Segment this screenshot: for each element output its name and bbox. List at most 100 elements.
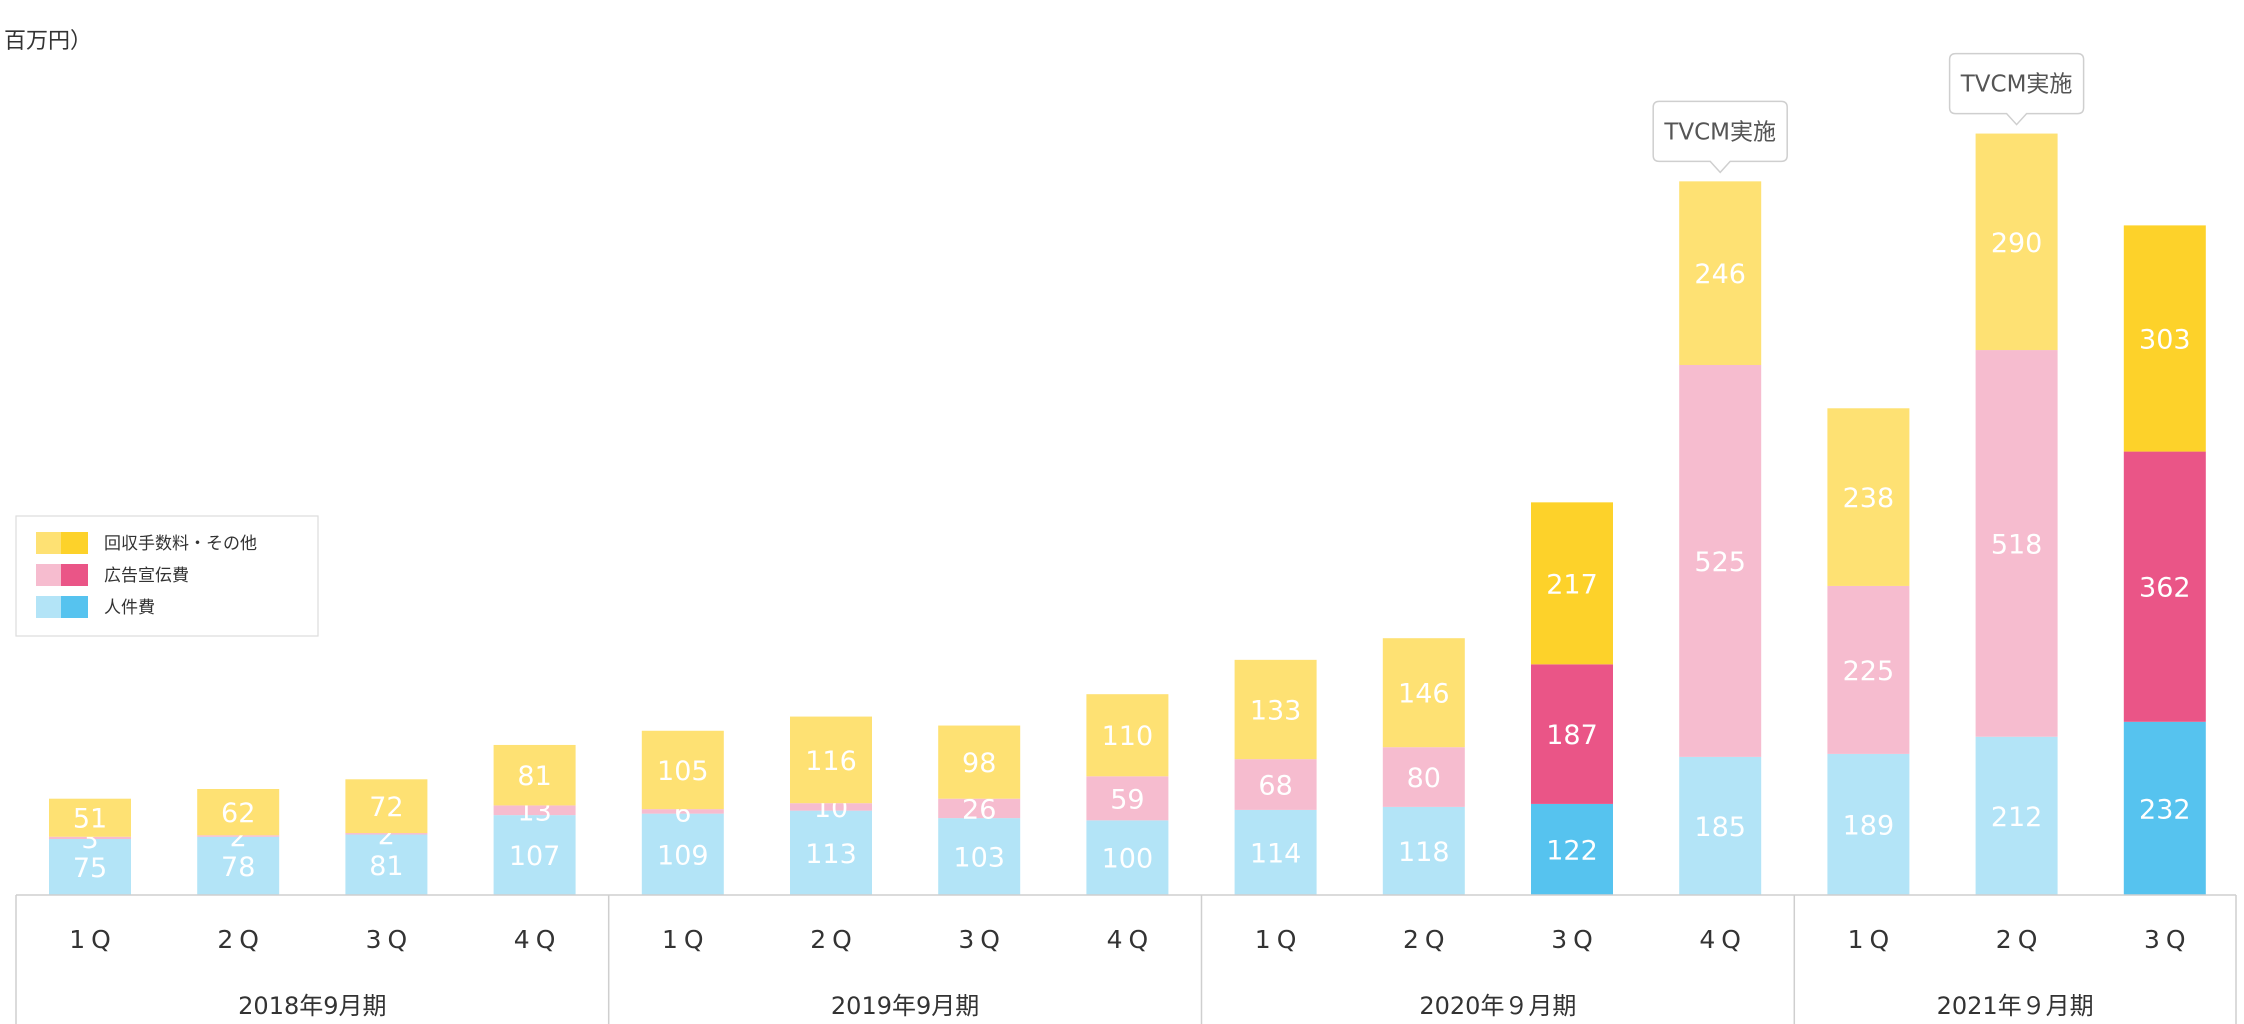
legend-label: 人件費 [104, 598, 155, 618]
bar-segment-1-9 [1382, 747, 1465, 807]
bar-segment-0-11 [1679, 756, 1762, 895]
legend-label: 広告宣伝費 [104, 566, 189, 586]
bar-segment-2-0 [49, 798, 131, 837]
bar-segment-2-12 [1827, 408, 1910, 586]
legend-swatch-light [36, 564, 61, 586]
bar-segment-1-2 [345, 833, 428, 835]
bar-segment-0-0 [49, 839, 131, 895]
bar-segment-0-2 [345, 834, 428, 895]
quarter-tick-label: 1Q [69, 925, 117, 954]
bar-value-label: 187 [1546, 720, 1598, 751]
callout-text: TVCM実施 [1663, 119, 1776, 145]
bars-group: 7535178262812721071381109610511310116103… [49, 133, 2206, 895]
bar-segment-0-5 [790, 810, 872, 895]
quarter-tick-label: 4Q [1699, 925, 1747, 954]
bar-value-label: 122 [1546, 835, 1598, 866]
bar-value-label: 133 [1250, 695, 1302, 726]
bar-segment-0-3 [493, 815, 576, 895]
callout-bubble [1948, 52, 2085, 126]
bar-value-label: 118 [1398, 837, 1450, 868]
legend-label: 回収手数料・その他 [104, 534, 257, 554]
bar-segment-1-4 [641, 809, 724, 814]
bar-value-label: 113 [805, 839, 857, 870]
bar-value-label: 81 [517, 761, 551, 792]
bar-segment-1-3 [493, 805, 576, 816]
quarter-tick-label: 3Q [366, 925, 414, 954]
bar-segment-2-9 [1382, 638, 1465, 748]
bar-segment-0-1 [197, 836, 280, 895]
bar-segment-0-9 [1382, 806, 1465, 895]
category-axis: 1Q 2Q 3Q 4Q 1Q 2Q 3Q 4Q 1Q 2Q 3Q 4Q 1Q 2Q 3Q 2018年9月期 20… [15, 894, 2237, 1024]
legend-swatch-dark [61, 532, 88, 554]
bar-segment-2-2 [345, 779, 428, 834]
bar-segment-1-14 [2123, 451, 2206, 722]
bar-value-label: 217 [1546, 569, 1598, 600]
bar-segment-0-12 [1827, 753, 1910, 895]
bar-value-label: 114 [1250, 838, 1302, 869]
bar-segment-1-11 [1679, 364, 1762, 757]
fiscal-year-label: 2019年9月期 [831, 992, 979, 1020]
quarter-tick-label: 1Q [1255, 925, 1303, 954]
bar-segment-1-1 [197, 835, 280, 837]
bar-segment-1-0 [49, 836, 131, 840]
bar-value-label: 518 [1991, 529, 2043, 560]
quarter-tick-label: 2Q [217, 925, 265, 954]
bar-value-label: 525 [1694, 547, 1746, 578]
bar-segment-2-5 [790, 716, 872, 804]
bar-segment-2-6 [938, 725, 1021, 799]
bar-value-label: 362 [2139, 573, 2191, 604]
bar-value-label: 26 [962, 794, 996, 825]
callout-bubble [1652, 100, 1788, 174]
bar-segment-1-6 [938, 798, 1021, 819]
bar-value-label: 290 [1991, 228, 2043, 259]
bar-value-label: 238 [1843, 483, 1895, 514]
quarter-tick-label: 2Q [1996, 925, 2044, 954]
bar-segment-2-4 [641, 730, 724, 810]
bar-value-label: 225 [1843, 656, 1895, 687]
bar-segment-0-14 [2123, 721, 2206, 895]
bar-segment-1-13 [1975, 350, 2058, 737]
bar-segment-2-7 [1086, 694, 1169, 777]
bar-segment-0-8 [1234, 809, 1317, 895]
legend-swatch-dark [61, 564, 88, 586]
fiscal-year-label: 2020年９月期 [1419, 992, 1576, 1020]
quarter-tick-label: 3Q [958, 925, 1006, 954]
bar-segment-1-12 [1827, 585, 1910, 754]
bar-value-label: 189 [1843, 810, 1895, 841]
callout-text: TVCM実施 [1960, 72, 2073, 98]
bar-value-label: 146 [1398, 679, 1450, 710]
bar-value-label: 72 [369, 792, 403, 823]
bar-value-label: 212 [1991, 802, 2043, 833]
quarter-tick-label: 2Q [810, 925, 858, 954]
bar-value-label: 109 [657, 840, 709, 871]
bar-value-label: 246 [1694, 259, 1746, 290]
quarter-tick-label: 1Q [1848, 925, 1896, 954]
bar-segment-0-6 [938, 818, 1021, 895]
bar-value-label: 100 [1102, 844, 1154, 875]
bar-segment-1-10 [1531, 664, 1613, 804]
quarter-tick-label: 3Q [1551, 925, 1599, 954]
bar-value-label: 62 [221, 798, 255, 829]
bar-value-label: 98 [962, 748, 996, 779]
unit-label: 百万円） [4, 29, 92, 54]
bar-value-label: 51 [73, 804, 107, 835]
quarter-tick-label: 3Q [2144, 925, 2192, 954]
bar-value-label: 232 [2139, 794, 2191, 825]
bar-segment-2-11 [1679, 181, 1762, 365]
bar-value-label: 103 [953, 843, 1005, 874]
quarter-tick-label: 4Q [1107, 925, 1155, 954]
bar-segment-0-4 [641, 813, 724, 895]
bar-segment-2-1 [197, 788, 280, 836]
bar-segment-2-10 [1531, 502, 1613, 665]
bar-segment-1-7 [1086, 776, 1169, 821]
bar-segment-0-10 [1531, 803, 1613, 895]
bar-value-label: 303 [2139, 324, 2191, 355]
legend-swatch-light [36, 596, 61, 618]
fiscal-year-label: 2021年９月期 [1937, 992, 2094, 1020]
bar-segment-1-5 [790, 803, 872, 811]
bar-value-label: 105 [657, 756, 709, 787]
callouts-group: TVCM実施 TVCM実施 [1652, 52, 2085, 174]
fiscal-year-label: 2018年9月期 [238, 992, 386, 1020]
